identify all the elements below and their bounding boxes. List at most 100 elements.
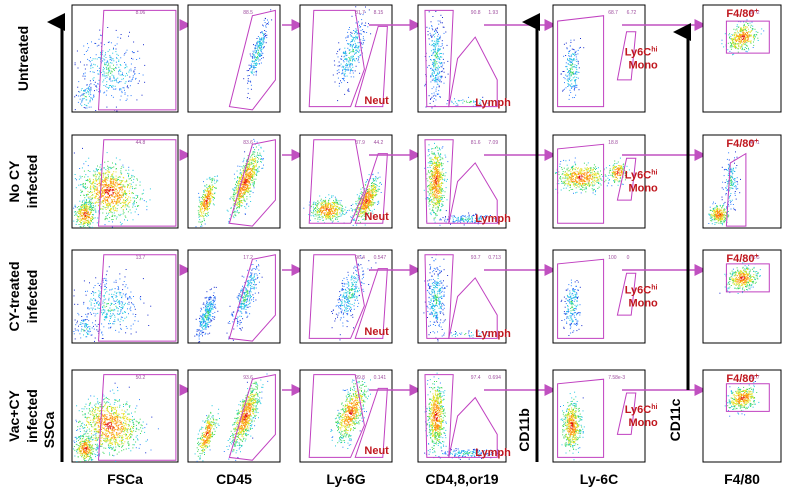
event-dot (243, 78, 245, 80)
event-dot (108, 189, 110, 191)
event-dot (442, 17, 443, 18)
event-dot (439, 75, 441, 77)
event-dot (254, 143, 256, 145)
event-dot (363, 218, 365, 220)
event-dot (354, 208, 356, 210)
event-dot (352, 224, 354, 226)
event-dot (745, 40, 747, 42)
event-dot (99, 57, 101, 59)
event-dot (104, 64, 106, 66)
event-dot (110, 85, 112, 86)
event-dot (117, 192, 119, 194)
event-dot (377, 204, 379, 205)
event-dot (746, 31, 748, 33)
event-dot (329, 215, 331, 216)
event-dot (324, 208, 326, 210)
event-dot (748, 47, 749, 49)
event-dot (363, 203, 364, 205)
event-dot (91, 202, 93, 204)
event-dot (341, 207, 343, 209)
gate (725, 20, 770, 54)
event-dot (745, 28, 747, 29)
event-dot (368, 188, 370, 190)
event-dot (113, 47, 114, 49)
event-dot (107, 205, 109, 207)
event-dot (121, 192, 123, 193)
event-dot (234, 210, 236, 212)
event-dot (205, 200, 207, 202)
event-dot (571, 48, 573, 50)
event-dot (434, 54, 436, 56)
event-dot (240, 200, 242, 202)
event-dot (350, 216, 352, 218)
event-dot (76, 50, 78, 52)
event-dot (347, 47, 349, 49)
event-dot (368, 202, 370, 204)
event-dot (95, 168, 97, 170)
event-dot (739, 47, 741, 49)
event-dot (83, 185, 84, 187)
event-dot (249, 158, 251, 160)
event-dot (570, 45, 571, 47)
event-dot (333, 203, 334, 204)
event-dot (208, 196, 210, 198)
event-dot (355, 49, 357, 51)
event-dot (83, 214, 85, 216)
event-dot (350, 35, 352, 37)
event-dot (100, 34, 102, 36)
event-dot (432, 68, 434, 70)
event-dot (115, 177, 117, 179)
event-dot (95, 176, 97, 178)
event-dot (341, 73, 343, 75)
event-dot (117, 197, 119, 199)
event-dot (365, 207, 367, 209)
event-dot (314, 218, 316, 220)
event-dot (568, 74, 570, 76)
event-dot (245, 190, 247, 192)
event-dot (104, 63, 105, 65)
event-dot (460, 100, 462, 101)
event-dot (355, 31, 357, 33)
event-dot (104, 167, 105, 169)
event-dot (108, 213, 110, 215)
event-dot (258, 46, 260, 48)
event-dot (257, 57, 259, 59)
event-dot (92, 197, 94, 199)
event-dot (572, 62, 573, 64)
event-dot (252, 169, 254, 171)
event-dot (346, 60, 348, 62)
event-dot (109, 167, 111, 169)
event-dot (350, 57, 352, 59)
event-dot (242, 184, 244, 186)
event-dot (569, 55, 571, 57)
event-dot (255, 67, 257, 68)
event-dot (365, 214, 367, 216)
event-dot (98, 199, 100, 201)
event-dot (743, 32, 745, 33)
event-dot (747, 38, 749, 40)
event-dot (247, 170, 248, 172)
event-dot (443, 26, 445, 28)
event-dot (80, 210, 82, 212)
event-dot (355, 30, 357, 32)
event-dot (134, 201, 135, 203)
event-dot (109, 195, 110, 196)
event-dot (137, 206, 139, 207)
event-dot (246, 159, 248, 160)
event-dot (242, 167, 244, 169)
event-dot (120, 194, 122, 196)
event-dot (102, 184, 104, 186)
event-dot (566, 65, 568, 67)
event-dot (431, 36, 433, 38)
event-dot (89, 101, 91, 103)
event-dot (91, 183, 93, 185)
event-dot (241, 205, 243, 207)
event-dot (360, 54, 362, 56)
event-dot (263, 33, 265, 35)
event-dot (341, 66, 343, 68)
event-dot (112, 219, 114, 220)
event-dot (259, 154, 261, 156)
event-dot (371, 210, 373, 212)
event-dot (115, 202, 117, 204)
event-dot (572, 48, 574, 50)
